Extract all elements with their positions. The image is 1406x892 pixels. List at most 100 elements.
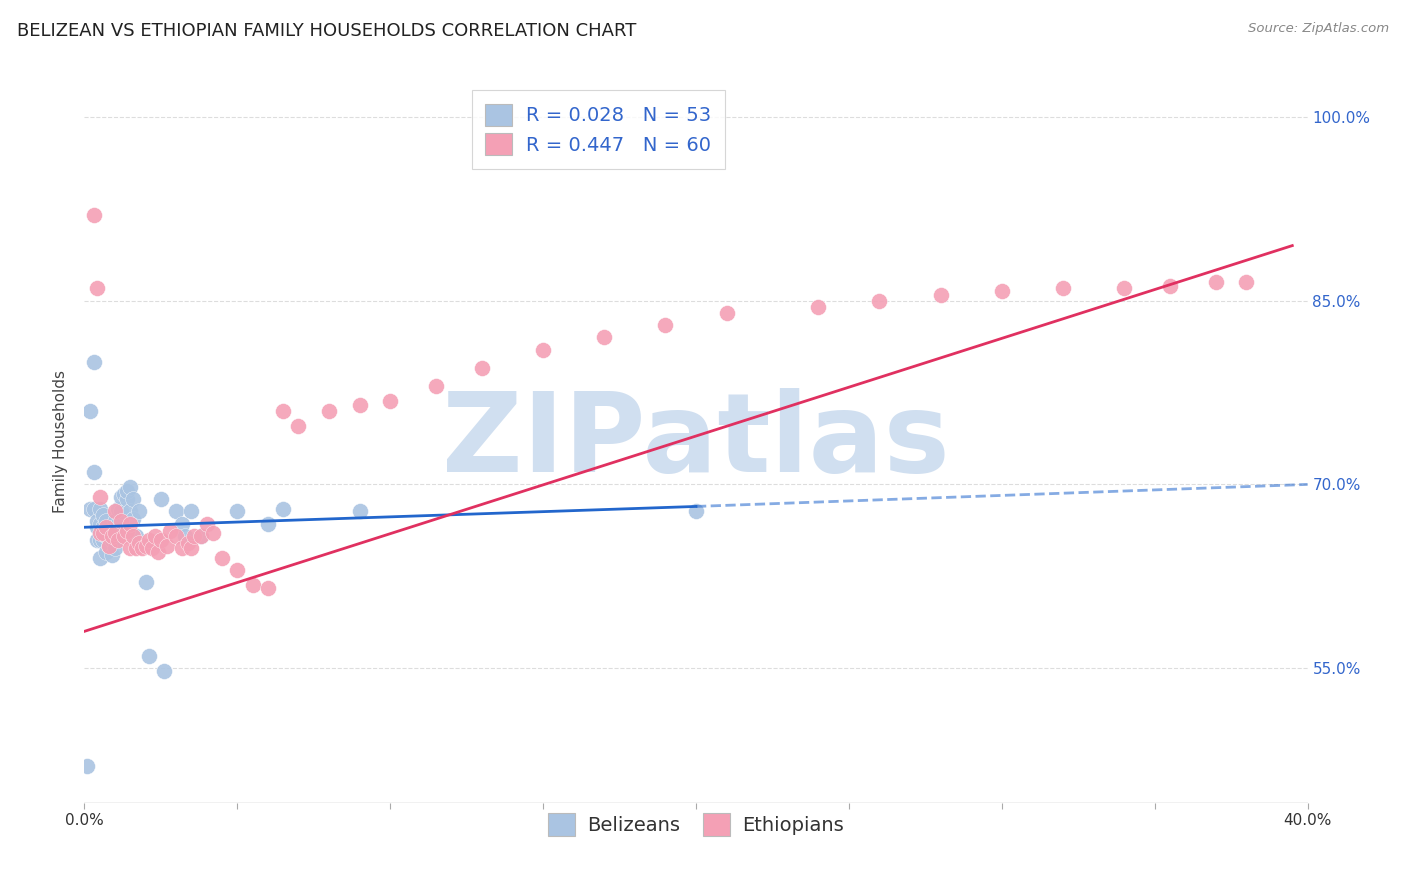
- Point: [86, 514, 108, 528]
- Point: [869, 293, 891, 308]
- Point: [104, 526, 127, 541]
- Point: [1205, 276, 1227, 290]
- Point: [89, 533, 111, 547]
- Point: [190, 529, 212, 543]
- Point: [89, 516, 111, 531]
- Point: [156, 539, 179, 553]
- Point: [174, 529, 197, 543]
- Text: BELIZEAN VS ETHIOPIAN FAMILY HOUSEHOLDS CORRELATION CHART: BELIZEAN VS ETHIOPIAN FAMILY HOUSEHOLDS …: [17, 22, 637, 40]
- Point: [180, 541, 202, 555]
- Point: [271, 502, 294, 516]
- Point: [91, 526, 114, 541]
- Point: [86, 533, 108, 547]
- Point: [89, 526, 111, 541]
- Point: [165, 504, 187, 518]
- Point: [107, 516, 129, 531]
- Point: [716, 306, 738, 320]
- Point: [195, 516, 218, 531]
- Legend: Belizeans, Ethiopians: Belizeans, Ethiopians: [540, 805, 852, 844]
- Text: Source: ZipAtlas.com: Source: ZipAtlas.com: [1249, 22, 1389, 36]
- Point: [226, 563, 249, 577]
- Point: [138, 533, 160, 547]
- Point: [94, 529, 117, 543]
- Point: [97, 526, 120, 541]
- Point: [110, 514, 132, 528]
- Point: [89, 490, 111, 504]
- Point: [349, 398, 371, 412]
- Point: [685, 504, 707, 518]
- Point: [991, 284, 1014, 298]
- Point: [94, 545, 117, 559]
- Point: [287, 418, 309, 433]
- Point: [177, 536, 200, 550]
- Point: [1114, 281, 1136, 295]
- Point: [115, 483, 138, 498]
- Point: [86, 520, 108, 534]
- Point: [380, 394, 402, 409]
- Point: [83, 465, 105, 479]
- Point: [128, 536, 150, 550]
- Point: [128, 504, 150, 518]
- Point: [89, 502, 111, 516]
- Point: [180, 504, 202, 518]
- Point: [149, 492, 172, 507]
- Point: [83, 502, 105, 516]
- Point: [211, 550, 233, 565]
- Point: [271, 404, 294, 418]
- Point: [471, 361, 494, 376]
- Point: [107, 533, 129, 547]
- Point: [122, 511, 145, 525]
- Point: [929, 287, 952, 301]
- Point: [104, 514, 127, 528]
- Point: [104, 504, 127, 518]
- Point: [172, 541, 194, 555]
- Point: [318, 404, 340, 418]
- Point: [91, 508, 114, 522]
- Point: [807, 300, 830, 314]
- Point: [141, 541, 163, 555]
- Point: [242, 578, 264, 592]
- Point: [91, 520, 114, 534]
- Point: [110, 504, 132, 518]
- Point: [122, 529, 145, 543]
- Point: [425, 379, 447, 393]
- Point: [112, 529, 135, 543]
- Point: [104, 526, 127, 541]
- Text: ZIPatlas: ZIPatlas: [441, 388, 950, 495]
- Point: [153, 664, 176, 678]
- Y-axis label: Family Households: Family Households: [53, 370, 69, 513]
- Point: [79, 502, 101, 516]
- Point: [86, 281, 108, 295]
- Point: [135, 575, 157, 590]
- Point: [120, 541, 142, 555]
- Point: [349, 504, 371, 518]
- Point: [190, 529, 212, 543]
- Point: [89, 550, 111, 565]
- Point: [593, 330, 616, 344]
- Point: [97, 539, 120, 553]
- Point: [257, 582, 280, 596]
- Point: [101, 529, 124, 543]
- Point: [149, 533, 172, 547]
- Point: [122, 492, 145, 507]
- Point: [79, 404, 101, 418]
- Point: [135, 539, 157, 553]
- Point: [94, 520, 117, 534]
- Point: [101, 549, 124, 563]
- Point: [183, 529, 205, 543]
- Point: [107, 502, 129, 516]
- Point: [1236, 276, 1258, 290]
- Point: [97, 539, 120, 553]
- Point: [201, 526, 224, 541]
- Point: [115, 492, 138, 507]
- Point: [125, 529, 148, 543]
- Point: [138, 648, 160, 663]
- Point: [226, 504, 249, 518]
- Point: [1052, 281, 1074, 295]
- Point: [143, 529, 166, 543]
- Point: [257, 516, 280, 531]
- Point: [531, 343, 554, 357]
- Point: [131, 541, 153, 555]
- Point: [172, 516, 194, 531]
- Point: [110, 490, 132, 504]
